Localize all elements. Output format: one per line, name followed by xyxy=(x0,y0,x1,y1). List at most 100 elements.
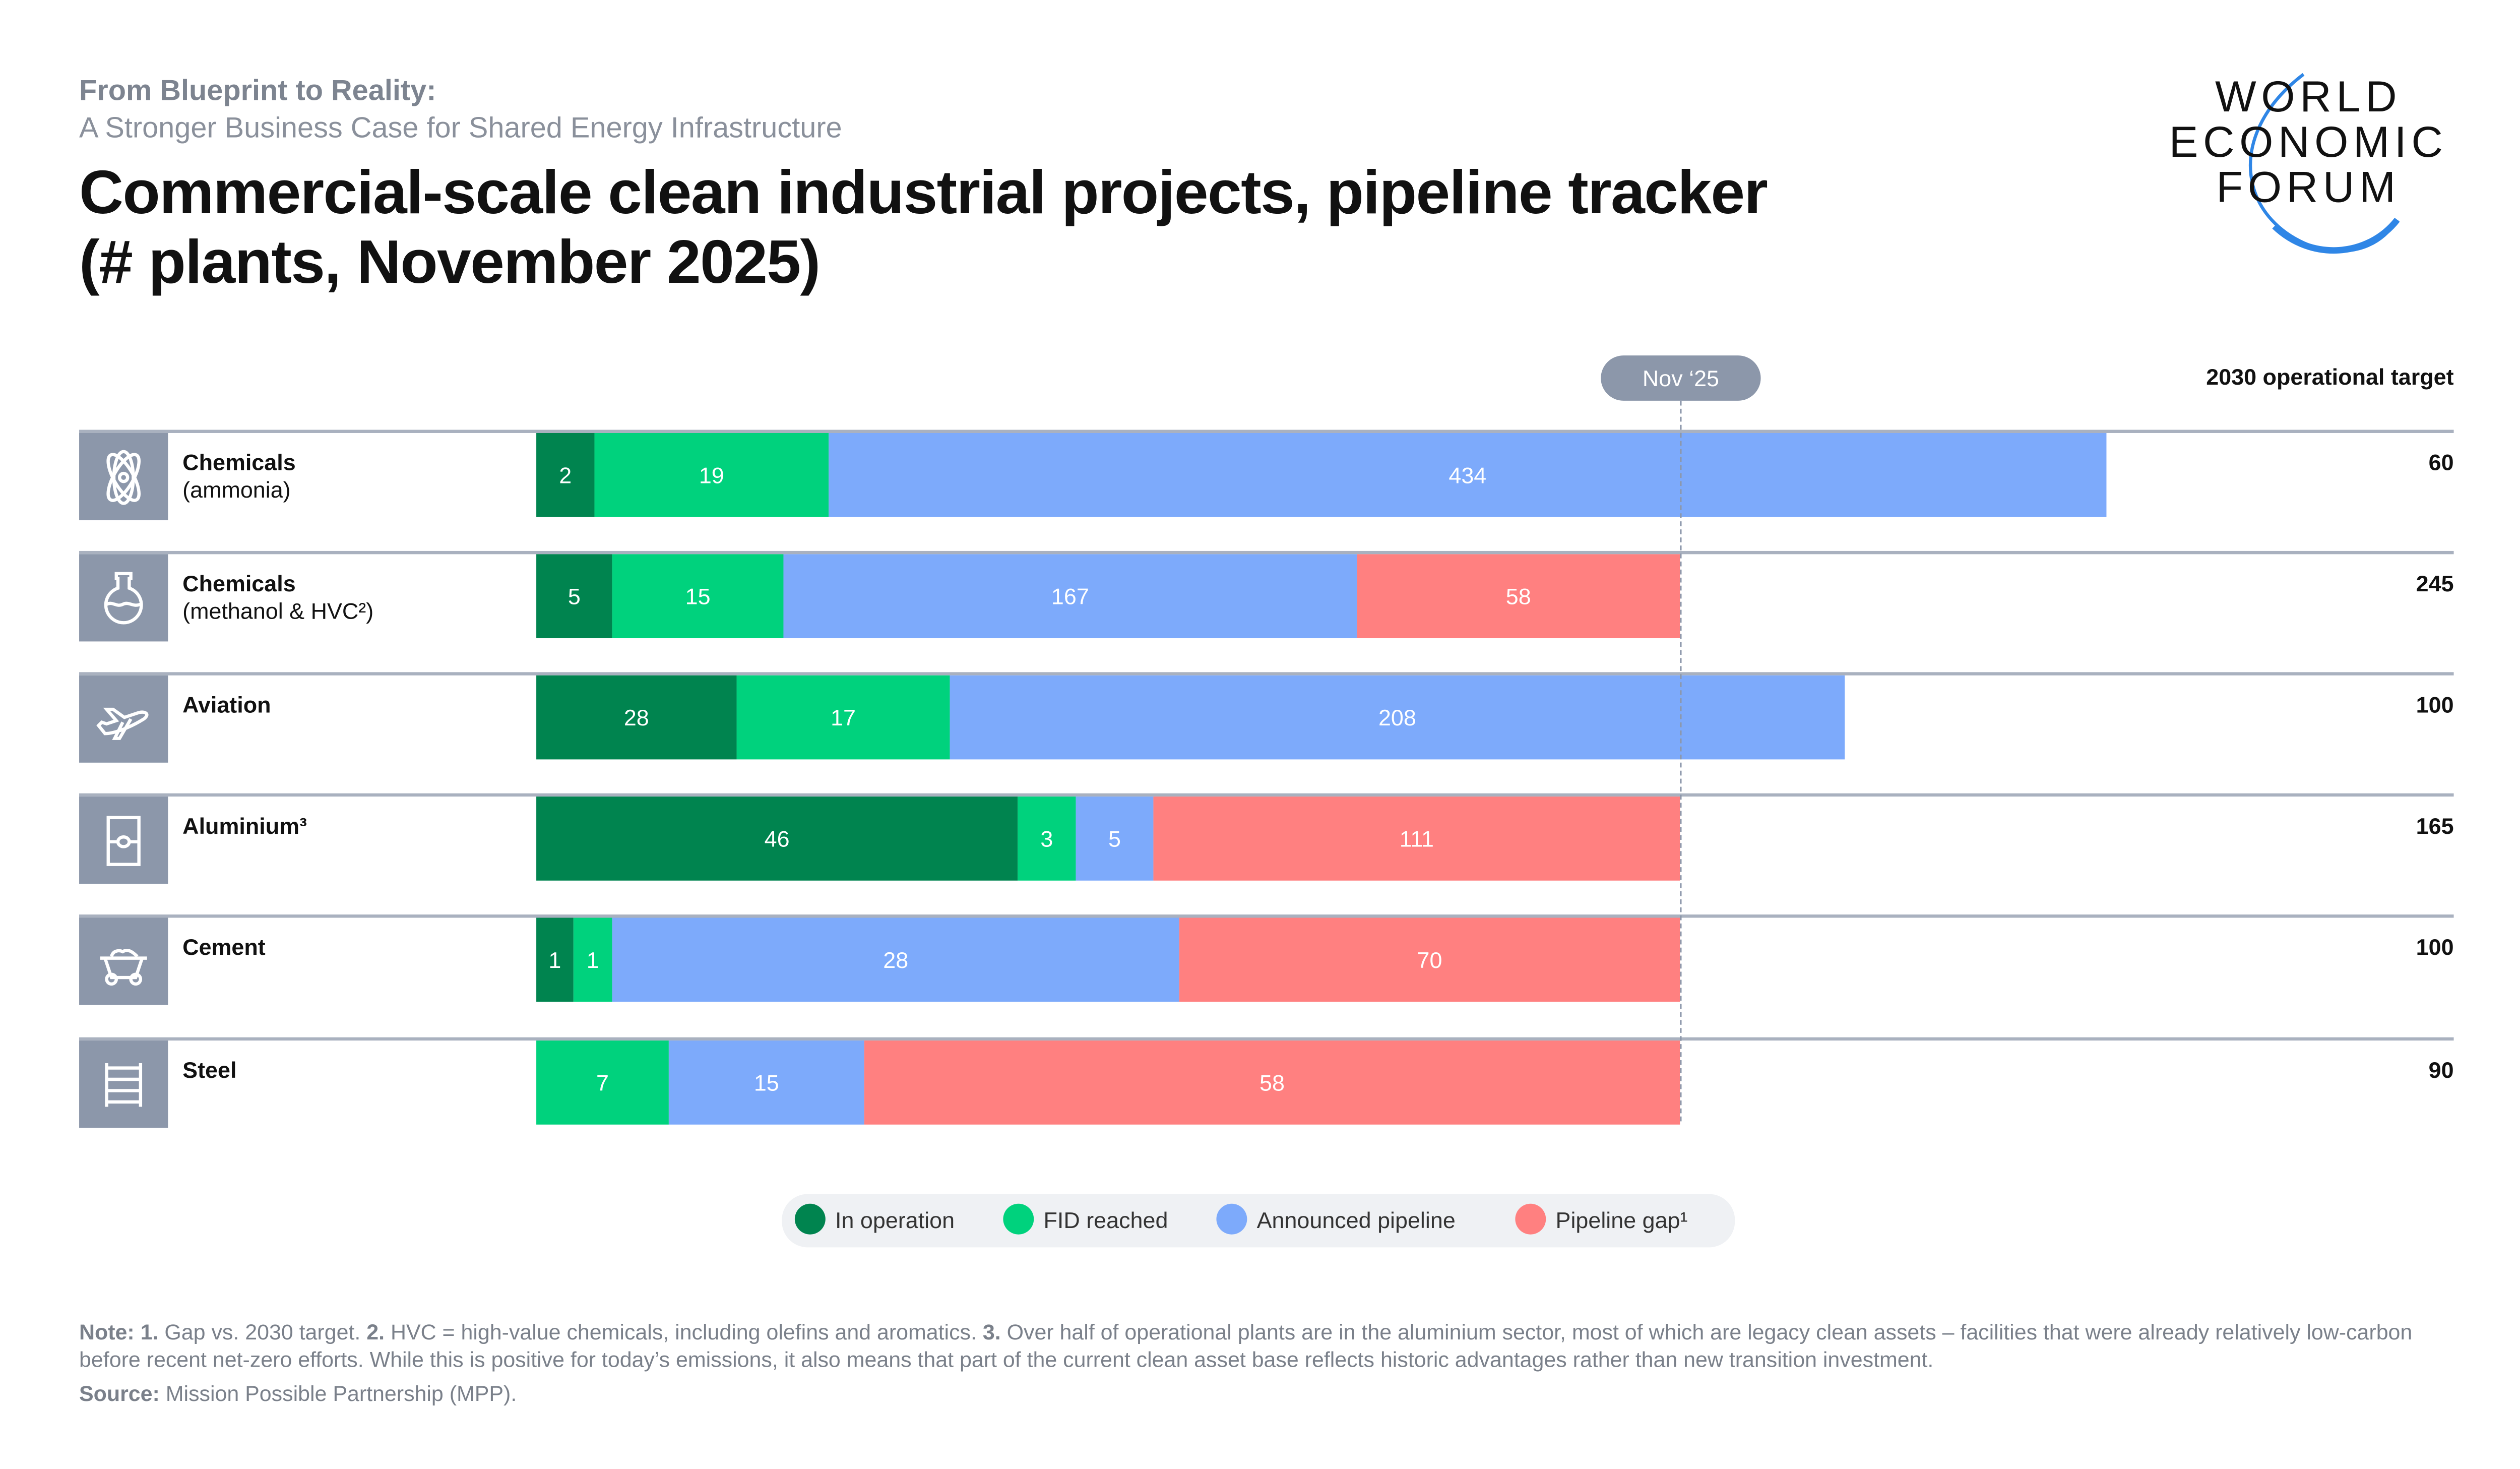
category-icon-box xyxy=(79,554,168,642)
data-label: 167 xyxy=(1051,583,1089,609)
category-label: Cement xyxy=(182,934,266,961)
target-value: 60 xyxy=(2428,449,2454,475)
logo-line-2: ECONOMIC xyxy=(2169,117,2448,167)
logo-line-3: FORUM xyxy=(2216,163,2401,212)
note-3-number: 3. xyxy=(982,1320,1001,1344)
current-date-marker: Nov ‘25 xyxy=(1601,355,1761,401)
steel-beam-icon xyxy=(105,1063,143,1107)
logo-arc-icon xyxy=(2248,73,2400,254)
category-subname: (ammonia) xyxy=(182,476,291,503)
bar-segment: 1 xyxy=(536,917,574,1002)
bar-segment: 5 xyxy=(536,554,612,639)
legend-label: Announced pipeline xyxy=(1256,1207,1456,1233)
note-1-number: 1. xyxy=(140,1320,159,1344)
legend-label: FID reached xyxy=(1043,1207,1168,1233)
legend-swatch xyxy=(794,1203,826,1235)
footnote: Note: 1. Gap vs. 2030 target. 2. HVC = h… xyxy=(79,1318,2453,1373)
target-value: 245 xyxy=(2416,570,2454,596)
source-text: Mission Possible Partnership (MPP). xyxy=(159,1381,517,1406)
category-label: Aluminium³ xyxy=(182,813,307,840)
category-label: Aviation xyxy=(182,692,271,719)
mine-cart-icon xyxy=(100,949,147,986)
chart-row: Chemicals (ammonia) 60 2 19 434 xyxy=(79,430,2454,524)
data-label: 7 xyxy=(596,1069,609,1096)
bar-segment: 208 xyxy=(950,675,1845,760)
category-icon-box xyxy=(79,917,168,1005)
category-name: Aviation xyxy=(182,691,271,718)
category-name: Cement xyxy=(182,934,266,960)
data-label: 15 xyxy=(685,583,711,609)
chart-row: Aviation 100 28 17 208 xyxy=(79,672,2454,766)
current-date-line xyxy=(1680,400,1682,1122)
target-value: 165 xyxy=(2416,813,2454,839)
chart-title: Commercial-scale clean industrial projec… xyxy=(79,160,1768,299)
legend-swatch xyxy=(1216,1203,1247,1235)
title-line-2: (# plants, November 2025) xyxy=(79,229,821,297)
legend-item: Pipeline gap¹ xyxy=(1515,1194,1687,1248)
data-label: 46 xyxy=(764,825,790,852)
bar-segment: 28 xyxy=(612,917,1179,1002)
bar-segment: 3 xyxy=(1018,797,1076,881)
wef-logo: WORLD ECONOMIC FORUM xyxy=(2158,71,2459,265)
bar-segment: 7 xyxy=(536,1040,669,1125)
note-1: Gap vs. 2030 target. xyxy=(158,1320,367,1344)
category-label: Chemicals (ammonia) xyxy=(182,449,296,504)
category-name: Steel xyxy=(182,1057,237,1083)
data-label: 58 xyxy=(1259,1069,1285,1096)
data-label: 70 xyxy=(1417,947,1442,973)
chart-row: Chemicals (methanol & HVC²) 245 5 15 167 58 xyxy=(79,550,2454,645)
legend: In operation FID reached Announced pipelin… xyxy=(782,1194,1735,1248)
report-subtitle: A Stronger Business Case for Shared Ener… xyxy=(79,111,842,144)
category-icon-box xyxy=(79,433,168,521)
flask-icon xyxy=(104,572,143,625)
category-icon-box xyxy=(79,1040,168,1128)
legend-item: Announced pipeline xyxy=(1216,1194,1456,1248)
category-subname: (methanol & HVC²) xyxy=(182,597,374,624)
note-3: Over half of operational plants are in t… xyxy=(79,1320,2413,1372)
bar-segment: 19 xyxy=(594,433,829,517)
category-label: Chemicals (methanol & HVC²) xyxy=(182,570,373,625)
aluminium-can-icon xyxy=(106,816,141,866)
bar-segment: 70 xyxy=(1179,917,1680,1002)
category-name: Aluminium³ xyxy=(182,813,307,839)
chart-row: Aluminium³ 165 46 3 5 111 xyxy=(79,793,2454,887)
legend-swatch xyxy=(1003,1203,1034,1235)
atom-icon xyxy=(106,450,141,505)
data-label: 15 xyxy=(753,1069,779,1096)
target-value: 100 xyxy=(2416,934,2454,960)
data-label: 111 xyxy=(1399,825,1434,852)
target-value: 100 xyxy=(2416,691,2454,718)
note-label: Note: xyxy=(79,1320,135,1344)
bar-segment: 15 xyxy=(668,1040,864,1125)
data-label: 434 xyxy=(1448,462,1487,488)
legend-label: In operation xyxy=(835,1207,955,1233)
source-label: Source: xyxy=(79,1381,160,1406)
category-label: Steel xyxy=(182,1057,236,1084)
category-name: Chemicals xyxy=(182,449,296,475)
report-title: From Blueprint to Reality: xyxy=(79,74,436,107)
bar-segment: 28 xyxy=(536,675,737,760)
bar-segment: 15 xyxy=(612,554,784,639)
source: Source: Mission Possible Partnership (MP… xyxy=(79,1381,517,1405)
data-label: 2 xyxy=(559,462,572,488)
category-name: Chemicals xyxy=(182,570,296,596)
category-icon-box xyxy=(79,797,168,884)
target-column-header: 2030 operational target xyxy=(2206,363,2454,390)
legend-item: FID reached xyxy=(1003,1194,1168,1248)
data-label: 28 xyxy=(623,704,649,730)
data-label: 208 xyxy=(1378,704,1416,730)
legend-item: In operation xyxy=(794,1194,955,1248)
data-label: 17 xyxy=(831,704,856,730)
category-icon-box xyxy=(79,675,168,763)
data-label: 58 xyxy=(1505,583,1531,609)
legend-label: Pipeline gap¹ xyxy=(1555,1207,1688,1233)
chart-row: Steel 90 7 15 58 xyxy=(79,1037,2454,1131)
title-line-1: Commercial-scale clean industrial projec… xyxy=(79,160,1768,228)
legend-swatch xyxy=(1515,1203,1546,1235)
bar-segment: 1 xyxy=(573,917,612,1002)
note-2-number: 2. xyxy=(366,1320,385,1344)
note-2: HVC = high-value chemicals, including ol… xyxy=(385,1320,983,1344)
data-label: 5 xyxy=(568,583,581,609)
bar-segment: 58 xyxy=(864,1040,1680,1125)
bar-segment: 17 xyxy=(736,675,950,760)
